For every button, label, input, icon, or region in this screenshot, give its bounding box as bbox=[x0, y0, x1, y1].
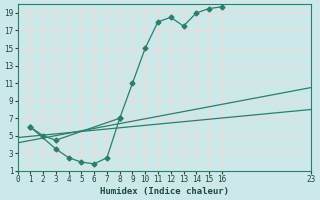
X-axis label: Humidex (Indice chaleur): Humidex (Indice chaleur) bbox=[100, 187, 229, 196]
